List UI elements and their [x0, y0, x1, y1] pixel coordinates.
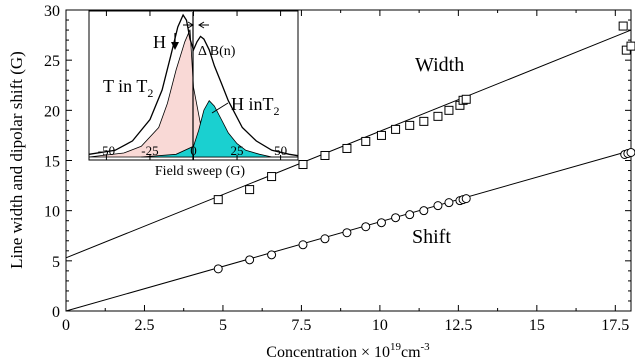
data-point-width — [376, 130, 386, 140]
data-point-shift — [320, 234, 330, 244]
data-point-width — [626, 41, 635, 51]
data-point-width — [320, 150, 330, 160]
x-tick-label: 10 — [372, 317, 388, 334]
data-point-width — [391, 124, 401, 134]
x-axis-label-exp: 19 — [390, 341, 402, 353]
x-tick-label: 5 — [219, 317, 227, 334]
inset-x-tick-label: 25 — [231, 143, 244, 158]
inset-h-in-t2-pointer — [211, 102, 229, 114]
y-tick-label: 5 — [52, 254, 60, 271]
data-point-width — [298, 160, 308, 170]
inset-x-tick-label: 50 — [274, 143, 287, 158]
inset-x-tick-label: -50 — [98, 143, 115, 158]
inset-label-delta-b: Δ B(n) — [198, 44, 236, 59]
x-axis-label-unit-exp: -3 — [421, 341, 431, 353]
series-label-width: Width — [415, 54, 464, 76]
data-point-width — [405, 120, 415, 130]
inset-label-t-in-t2: T in T2 — [103, 76, 153, 100]
y-tick-label: 15 — [44, 154, 60, 171]
data-point-width — [618, 21, 628, 31]
main-tick-labels: 0 2.5 5 7.5 10 12.5 15 17.5 0 5 10 15 20 25 30 — [44, 3, 629, 334]
x-tick-label: 17.5 — [601, 317, 629, 334]
data-point-width — [245, 185, 255, 195]
x-axis-label-text: Concentration × 10 — [266, 344, 390, 361]
data-point-shift — [245, 255, 255, 265]
x-axis-label-unit: cm — [401, 344, 421, 361]
data-point-width — [433, 111, 443, 121]
data-point-shift — [405, 210, 415, 220]
data-point-shift — [419, 206, 429, 216]
inset-area-h-in-t2 — [141, 100, 298, 158]
y-tick-label: 25 — [44, 53, 60, 70]
data-point-width — [361, 136, 371, 146]
main-data-points — [213, 21, 635, 274]
x-tick-label: 12.5 — [444, 317, 472, 334]
data-point-shift — [213, 264, 223, 274]
data-point-shift — [298, 240, 308, 250]
inset-label-t-in-t2-text: T in T — [103, 76, 147, 96]
data-point-shift — [361, 222, 371, 232]
data-point-shift — [391, 213, 401, 223]
data-point-shift — [267, 250, 277, 260]
fit-line-width — [65, 29, 632, 259]
series-label-shift: Shift — [412, 226, 451, 248]
data-point-shift — [433, 201, 443, 211]
data-point-shift — [461, 194, 471, 204]
inset-x-tick-label: -25 — [141, 143, 158, 158]
data-point-shift — [626, 147, 635, 157]
x-tick-label: 0 — [62, 317, 70, 334]
inset-total-curve — [88, 13, 299, 157]
data-point-width — [444, 105, 454, 115]
inset-x-axis-label: Field sweep (G) — [155, 164, 246, 179]
data-point-width — [461, 94, 471, 104]
inset-h-arrow-head — [171, 42, 179, 50]
y-tick-label: 10 — [44, 204, 60, 221]
x-tick-label: 7.5 — [291, 317, 311, 334]
y-tick-label: 0 — [52, 304, 60, 321]
inset-delta-arrow-left — [183, 21, 194, 29]
y-axis-label: Line width and dipolar shift (G) — [7, 51, 26, 269]
data-point-width — [267, 172, 277, 182]
inset-label-h-in-t2: H inT2 — [231, 94, 280, 118]
inset-label-t-in-t2-sub: 2 — [147, 86, 153, 100]
data-point-width — [419, 116, 429, 126]
inset-label-h-in-t2-sub: 2 — [274, 104, 280, 118]
data-point-width — [213, 195, 223, 205]
inset-delta-arrow-right — [198, 21, 209, 29]
data-point-width — [342, 143, 352, 153]
inset-total-line — [88, 13, 299, 157]
x-tick-label: 15 — [529, 317, 545, 334]
inset-label-h-arrow: H — [153, 32, 166, 52]
inset-label-h-in-t2-text: H inT — [231, 94, 274, 114]
data-point-shift — [342, 228, 352, 238]
y-tick-label: 30 — [44, 3, 60, 20]
x-axis-label: Concentration × 1019cm-3 — [266, 341, 430, 361]
data-point-shift — [376, 218, 386, 228]
y-tick-label: 20 — [44, 103, 60, 120]
inset-spectrum: -50-2502550 T in T2 H inT2 H Δ B(n) Fiel… — [88, 10, 299, 179]
x-tick-label: 2.5 — [134, 317, 154, 334]
data-point-shift — [444, 198, 454, 208]
